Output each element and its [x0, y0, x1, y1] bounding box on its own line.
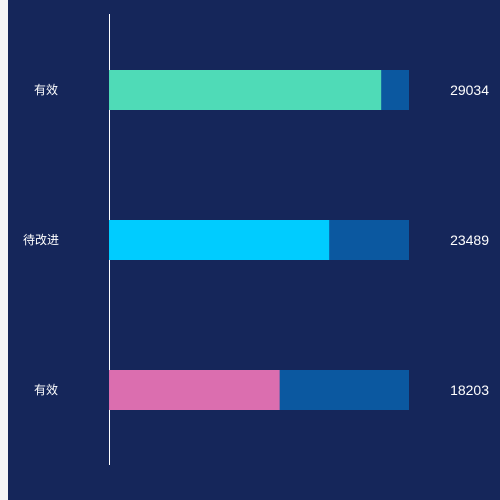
value-label: 23489 [450, 232, 489, 248]
bar-3 [109, 370, 280, 410]
bar-1 [109, 70, 382, 110]
value-label: 18203 [450, 382, 489, 398]
category-label: 有效 [34, 382, 58, 397]
bar-2 [109, 220, 330, 260]
value-label: 29034 [450, 82, 489, 98]
bars-group: 有效 29034 待改进 23489 有效 18203 [23, 70, 489, 410]
category-label: 有效 [34, 82, 58, 97]
category-label: 待改进 [23, 233, 59, 247]
